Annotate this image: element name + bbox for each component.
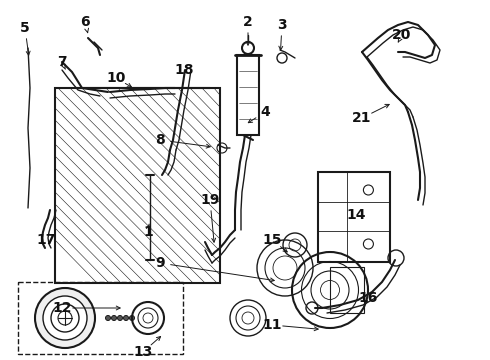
Text: 20: 20 xyxy=(392,28,412,42)
Bar xyxy=(55,88,220,283)
Text: 5: 5 xyxy=(20,21,30,35)
Text: 16: 16 xyxy=(358,291,378,305)
Text: 12: 12 xyxy=(52,301,72,315)
Bar xyxy=(330,267,364,313)
Bar xyxy=(18,282,183,354)
Text: 11: 11 xyxy=(262,318,282,332)
Text: 18: 18 xyxy=(174,63,194,77)
Text: 3: 3 xyxy=(277,18,287,32)
Text: 10: 10 xyxy=(106,71,126,85)
Text: 15: 15 xyxy=(262,233,282,247)
Circle shape xyxy=(112,315,117,320)
Circle shape xyxy=(105,315,111,320)
Text: 2: 2 xyxy=(243,15,253,29)
Text: 7: 7 xyxy=(57,55,67,69)
Text: 6: 6 xyxy=(80,15,90,29)
Text: 1: 1 xyxy=(143,225,153,239)
Bar xyxy=(237,55,259,135)
Text: 8: 8 xyxy=(155,133,165,147)
Text: 21: 21 xyxy=(352,111,372,125)
Circle shape xyxy=(43,296,87,340)
Circle shape xyxy=(123,315,128,320)
Circle shape xyxy=(129,315,134,320)
Circle shape xyxy=(35,288,95,348)
Text: 9: 9 xyxy=(155,256,165,270)
Text: 14: 14 xyxy=(346,208,366,222)
Text: 4: 4 xyxy=(260,105,270,119)
Circle shape xyxy=(118,315,122,320)
Bar xyxy=(318,172,390,262)
Text: 17: 17 xyxy=(36,233,56,247)
Text: 19: 19 xyxy=(200,193,220,207)
Text: 13: 13 xyxy=(133,345,153,359)
